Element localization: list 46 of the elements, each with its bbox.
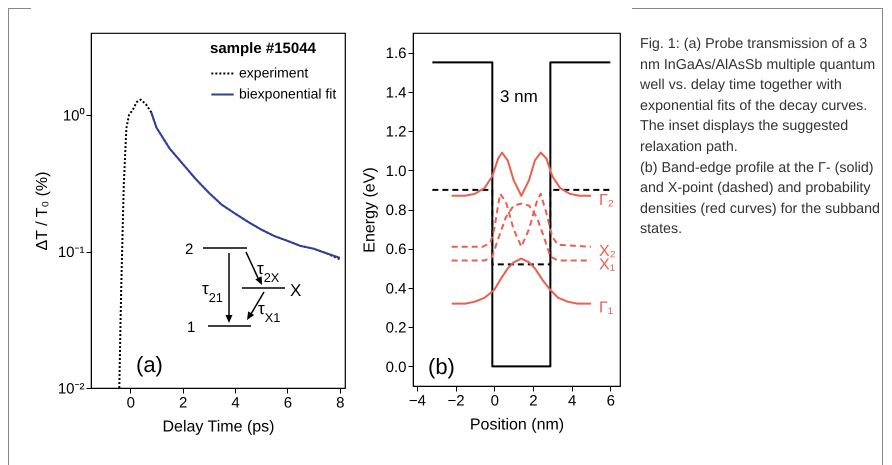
x-axis-title: Position (nm) [470, 416, 564, 434]
x-axis-title: Delay Time (ps) [162, 418, 275, 436]
x-tick-label: 4 [231, 394, 240, 412]
annotation: τ$_{2X}$ [257, 259, 280, 284]
x-tick-label: 6 [606, 392, 615, 410]
annotation: 3 nm [500, 87, 538, 106]
annotation: (b) [428, 354, 455, 379]
annotation: 1 [187, 319, 196, 336]
x-tick-label: −4 [408, 392, 426, 410]
x-tick-label: 0 [490, 392, 499, 410]
y-axis-title: ΔT / T₀ (%) [34, 172, 51, 250]
y-tick-label: 1.2 [386, 124, 406, 141]
y-tick-label: 0.4 [386, 280, 406, 298]
text: (b) Band-edge profile at the Γ- (solid) and X-point (dashed) and probability densities (red curves) for the subband states. [640, 158, 881, 240]
series-label: Γ₂ [598, 192, 614, 209]
annotation: τ$_{X1}$ [258, 299, 280, 324]
x-tick-label: 2 [529, 392, 538, 410]
line-series [150, 111, 341, 259]
annotation: X [290, 281, 302, 300]
y-tick-label: 0.2 [386, 320, 406, 337]
legend-label: biexponential fit [239, 86, 336, 102]
y-tick-label: 10⁻² [58, 380, 84, 398]
x-tick-label: 4 [568, 392, 576, 410]
y-tick-label: 0.8 [386, 202, 406, 219]
x-tick-label: 8 [336, 394, 344, 412]
legend-label: experiment [239, 64, 308, 80]
series-label: Γ₁ [598, 300, 614, 317]
y-axis-title: Energy (eV) [362, 167, 379, 253]
x-tick-label: 0 [126, 394, 135, 412]
y-tick-label: 1.4 [386, 84, 406, 102]
y-tick-label: 1.6 [386, 45, 406, 62]
x-tick-label: 2 [178, 394, 188, 412]
annotation: (a) [136, 352, 163, 377]
y-tick-label: 10⁰ [62, 108, 84, 125]
annotation: τ$_{21}$ [202, 279, 223, 304]
y-tick-label: 0.6 [386, 241, 406, 258]
y-tick-label: 1.0 [386, 162, 406, 180]
legend-title: sample #15044 [210, 40, 317, 57]
line-series [450, 258, 592, 305]
annotation: 2 [185, 241, 194, 258]
y-tick-label: 0.0 [386, 358, 406, 376]
caption: Fig. 1: (a) Probe transmission of a 3 nm InGaAs/AlAsSb multiple quantum well vs. delay time together with exponential fits of the decay curves. The inset displays the suggested relaxation path. [640, 35, 876, 157]
line-series [450, 152, 592, 197]
x-tick-label: −2 [448, 392, 465, 410]
y-tick-label: 10⁻¹ [58, 244, 84, 262]
x-tick-label: 6 [284, 394, 292, 412]
